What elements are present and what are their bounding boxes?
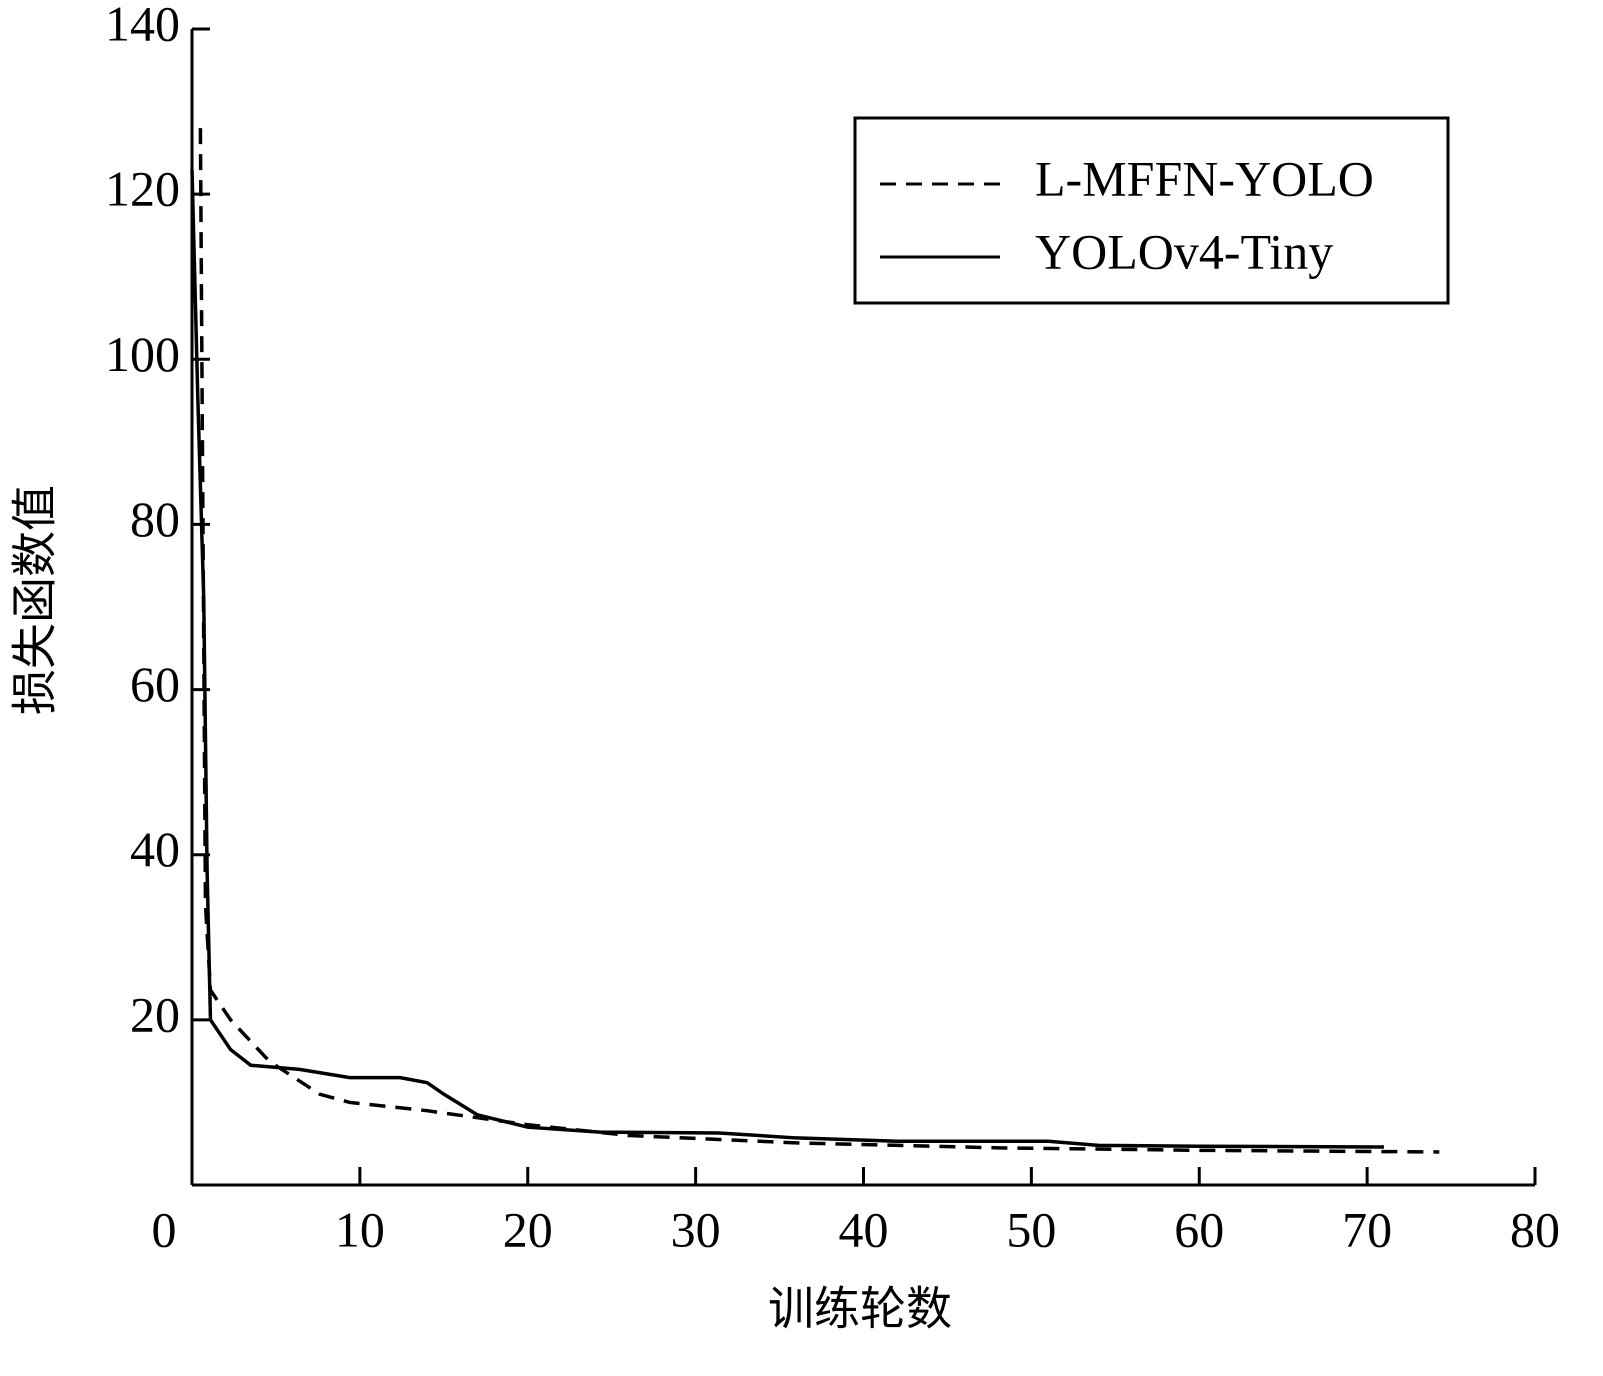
x-tick-label: 0 (152, 1201, 177, 1257)
y-tick-label: 100 (105, 326, 180, 382)
y-tick-label: 80 (130, 491, 180, 547)
y-tick-label: 60 (130, 656, 180, 712)
x-tick-label: 60 (1174, 1201, 1224, 1257)
y-axis-label: 损失函数值 (8, 485, 62, 715)
x-tick-label: 30 (671, 1201, 721, 1257)
x-axis-label: 训练轮数 (768, 1282, 952, 1336)
y-tick-label: 40 (130, 821, 180, 877)
y-tick-label: 140 (105, 0, 180, 51)
legend-box (853, 116, 1450, 305)
x-tick-label: 20 (503, 1201, 553, 1257)
data-line (190, 169, 1384, 1149)
x-tick-label: 70 (1342, 1201, 1392, 1257)
x-tick-label: 50 (1006, 1201, 1056, 1257)
y-tick-label: 120 (105, 161, 180, 217)
data-line (198, 128, 1440, 1154)
x-tick-label: 80 (1510, 1201, 1560, 1257)
x-tick-label: 10 (335, 1201, 385, 1257)
y-tick-label: 20 (130, 986, 180, 1042)
x-tick-label: 40 (839, 1201, 889, 1257)
legend-label: YOLOv4-Tiny (1035, 223, 1333, 279)
legend-label: L-MFFN-YOLO (1035, 150, 1374, 206)
